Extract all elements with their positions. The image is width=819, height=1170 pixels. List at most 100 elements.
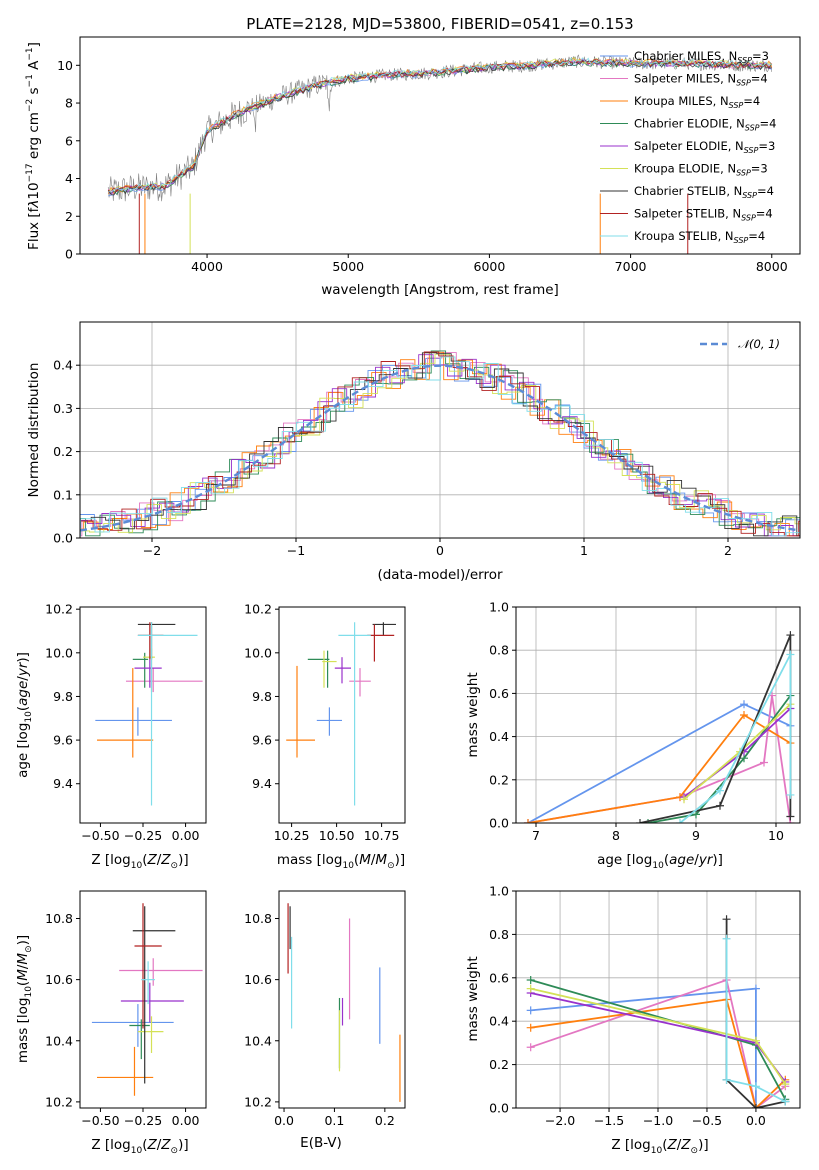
mass-ebv-xlabel: E(B-V) (300, 1135, 342, 1151)
x-tick-label: −1 (287, 543, 305, 558)
axes-frame (278, 606, 406, 824)
series-marker (781, 1080, 790, 1089)
x-tick-label: 9 (692, 828, 700, 843)
y-tick-label: 2 (65, 209, 73, 224)
y-tick-label: 10.2 (45, 1094, 73, 1109)
series-group (526, 915, 790, 1108)
residual-histogram-series (80, 358, 800, 537)
age-z-xlabel: Z [log10(Z/Z⊙)] (91, 852, 188, 871)
legend-entry: Kroupa MILES, NSSP=4 (634, 94, 760, 110)
x-tick-label: 7 (532, 828, 540, 843)
errorbar-group (91, 903, 203, 1096)
errorbar-group (287, 903, 401, 1102)
x-tick-label: 10.75 (364, 828, 400, 843)
y-tick-label: 9.8 (53, 689, 73, 704)
series-marker (716, 801, 724, 810)
y-tick-label: 9.4 (252, 776, 272, 791)
y-tick-label: 0.6 (489, 686, 509, 701)
axes-frame (515, 890, 801, 1109)
y-tick-label: 0.3 (53, 401, 73, 416)
series-marker (751, 1104, 760, 1108)
y-tick-label: 10 (57, 58, 73, 73)
series-marker (722, 934, 731, 943)
residual-ylabel: Normed distribution (26, 363, 42, 498)
mass-z-xlabel: Z [log10(Z/Z⊙)] (91, 1137, 188, 1156)
x-tick-label: 8 (612, 828, 620, 843)
y-tick-label: 10.6 (244, 972, 272, 987)
residual-histogram-series (80, 351, 800, 537)
y-tick-label: 1.0 (489, 884, 509, 899)
x-tick-label: 1 (580, 543, 588, 558)
series-marker (751, 984, 760, 993)
massweight-series-line (725, 938, 786, 1103)
massweight-series-line (679, 654, 792, 823)
y-tick-label: 0.0 (53, 531, 73, 546)
x-tick-label: −0.50 (81, 1113, 119, 1128)
x-tick-label: 0.1 (324, 1113, 344, 1128)
y-tick-label: 0 (65, 247, 73, 262)
y-tick-label: 9.8 (252, 689, 272, 704)
x-tick-label: 4000 (191, 259, 223, 274)
residual-histogram-series (80, 352, 800, 537)
age-mass-xlabel: mass [log10(M/M⊙)] (277, 852, 405, 871)
x-tick-label: 0 (436, 543, 444, 558)
legend-entry: Chabrier MILES, NSSP=3 (634, 49, 769, 65)
residual-histogram-series (80, 351, 800, 537)
y-tick-label: 0.4 (489, 729, 509, 744)
y-tick-label: 10.0 (244, 645, 272, 660)
mass-z-ylabel: mass [log10(M/M⊙)] (15, 935, 34, 1063)
series-marker (740, 700, 748, 709)
x-tick-label: −2.0 (545, 1113, 575, 1128)
x-tick-label: 10.50 (319, 828, 355, 843)
y-tick-label: 0.6 (489, 970, 509, 985)
model-spectrum-line (108, 58, 773, 193)
axes-frame (79, 321, 801, 539)
y-tick-label: 10.2 (244, 1094, 272, 1109)
legend-entry: Kroupa ELODIE, NSSP=3 (634, 162, 768, 178)
histogram-lines (80, 350, 800, 537)
massweight-vs-age-panel: 7 8 9 10 0.0 0.2 0.4 0.6 0.8 1.0 (489, 600, 801, 843)
y-tick-label: 10.8 (45, 911, 73, 926)
y-tick-label: 9.6 (53, 733, 73, 748)
massweight-series-line (530, 987, 757, 1108)
x-tick-label: −0.25 (124, 1113, 162, 1128)
y-tick-label: 9.4 (53, 776, 73, 791)
series-group (524, 631, 795, 823)
series-marker (760, 758, 768, 767)
x-tick-label: −0.50 (81, 828, 119, 843)
y-tick-label: 8 (65, 96, 73, 111)
x-tick-label: 6000 (474, 259, 506, 274)
x-tick-label: 10.25 (274, 828, 310, 843)
mass-vs-metallicity-panel: −0.50 −0.25 0.00 10.2 10.4 10.6 10.8 (45, 890, 207, 1128)
errorbar-group (95, 622, 203, 806)
series-marker (751, 1036, 760, 1045)
series-marker (786, 650, 795, 659)
series-marker (524, 819, 532, 823)
series-marker (786, 631, 795, 640)
massweight-age-ylabel: mass weight (465, 672, 481, 757)
errorbar-group (286, 622, 396, 806)
y-tick-label: 10.4 (45, 1033, 73, 1048)
series-marker (722, 915, 731, 924)
y-tick-label: 0.4 (53, 358, 73, 373)
y-tick-label: 6 (65, 133, 73, 148)
massweight-z-ylabel: mass weight (465, 956, 481, 1041)
y-tick-label: 9.6 (252, 733, 272, 748)
axes-frame (79, 606, 207, 824)
series-marker (636, 819, 644, 823)
y-tick-label: 10.6 (45, 972, 73, 987)
x-tick-label: 8000 (756, 259, 788, 274)
axes-frame (515, 606, 801, 824)
massweight-series-line (527, 703, 791, 823)
gaussian-reference-curve (80, 364, 800, 532)
x-tick-label: 7000 (615, 259, 647, 274)
series-marker (751, 1082, 760, 1091)
spectrum-lines (107, 54, 773, 254)
spectrum-title: PLATE=2128, MJD=53800, FIBERID=0541, z=0… (246, 15, 633, 33)
x-tick-label: −0.25 (124, 828, 162, 843)
x-tick-label: −1.5 (594, 1113, 624, 1128)
legend-entry: Salpeter MILES, NSSP=4 (634, 72, 768, 88)
y-tick-label: 0.2 (489, 1057, 509, 1072)
y-tick-label: 10.8 (244, 911, 272, 926)
